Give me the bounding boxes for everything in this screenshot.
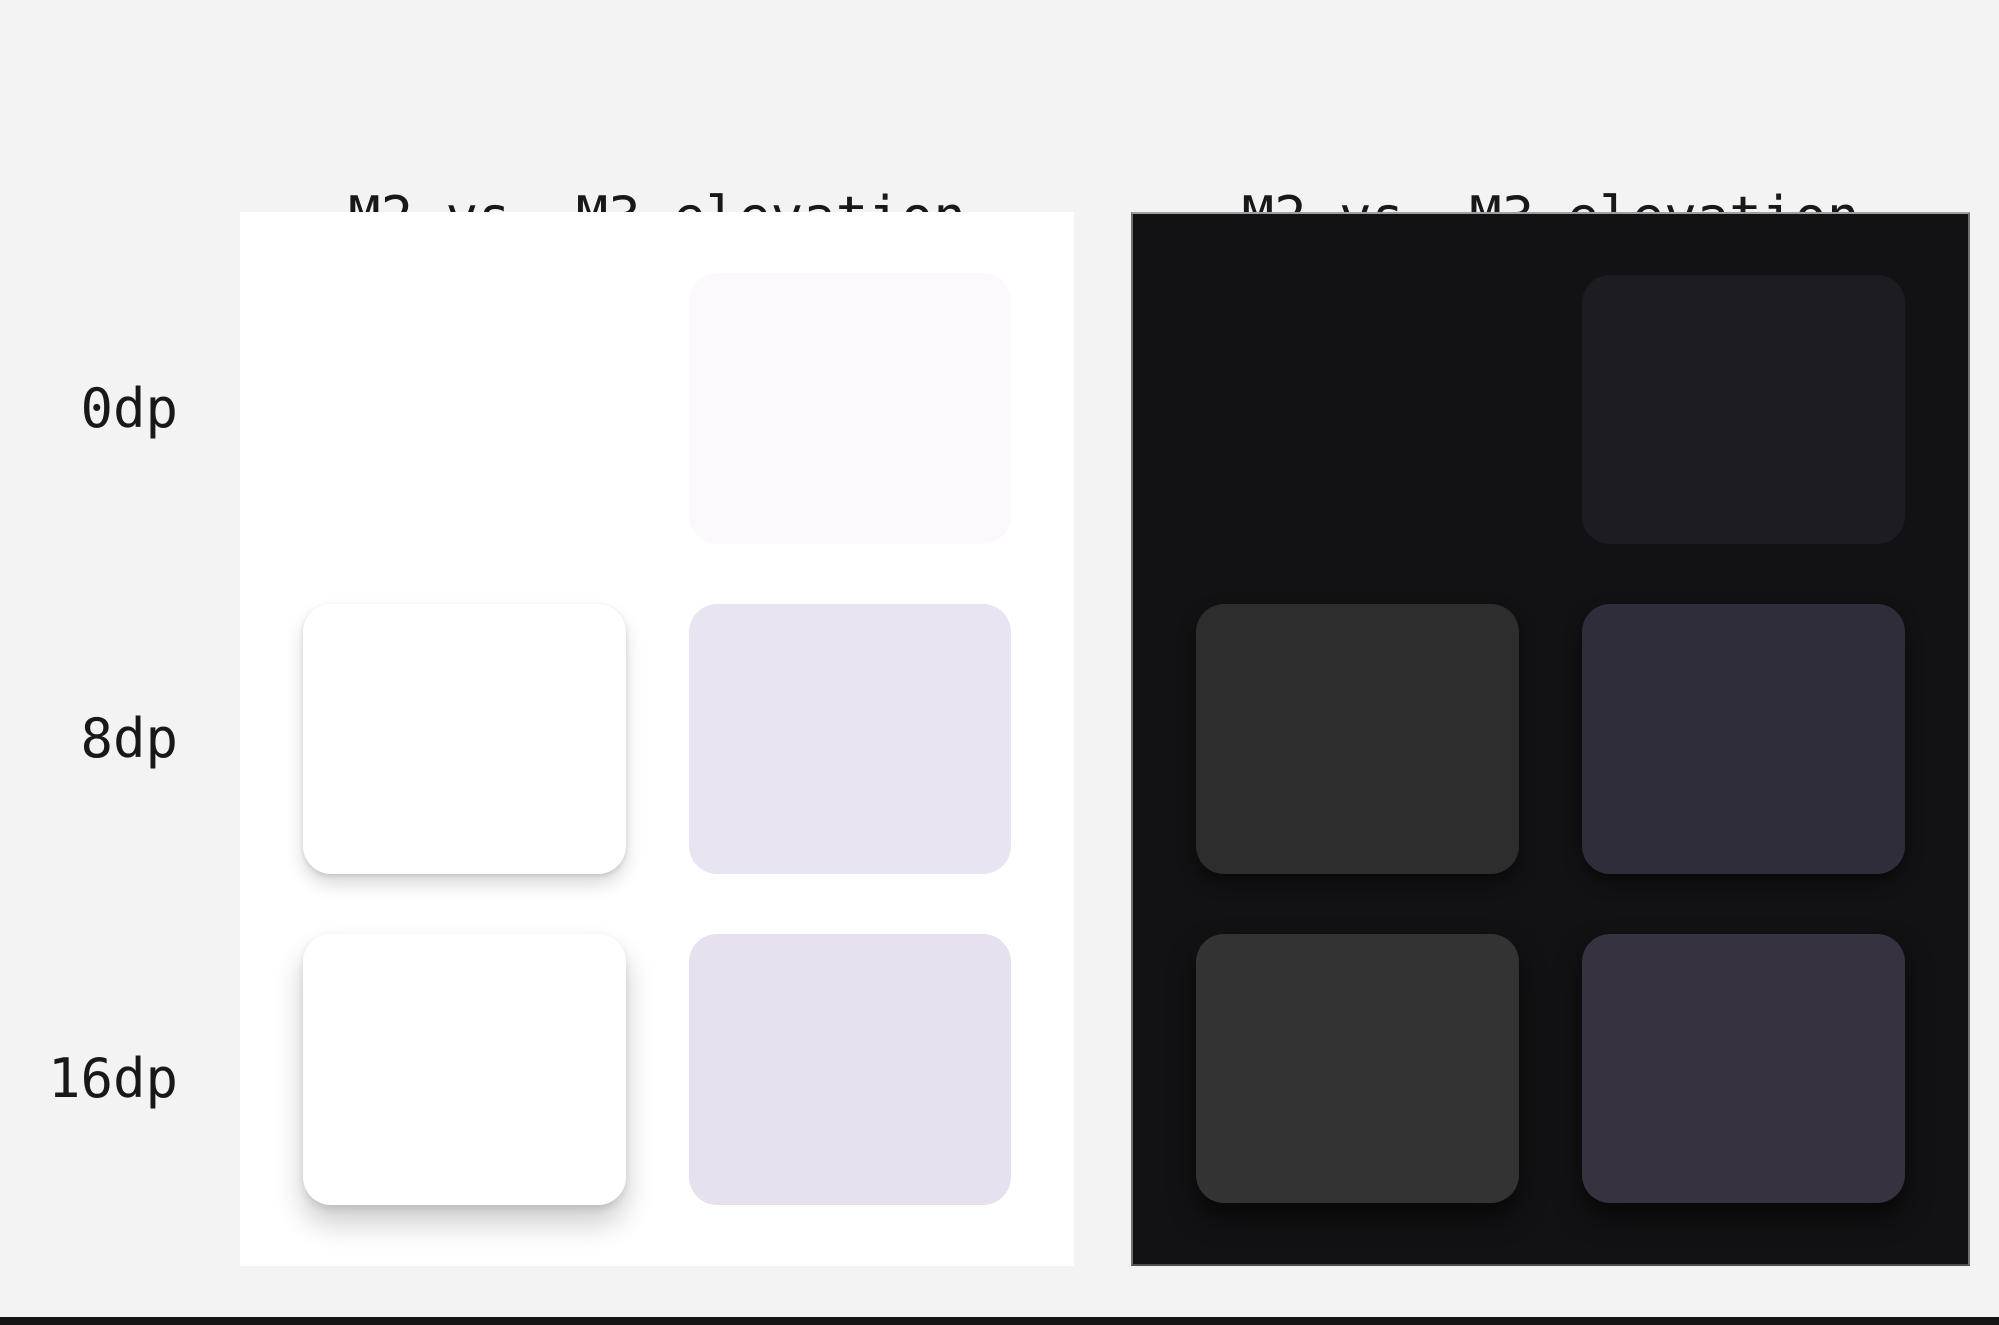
card-dark-8dp-m3 xyxy=(1582,604,1905,874)
light-theme-card-grid xyxy=(240,212,1074,1266)
card-light-8dp-m3 xyxy=(688,603,1011,875)
card-light-8dp-m2 xyxy=(303,603,626,875)
card-light-16dp-m2 xyxy=(303,934,626,1205)
bottom-edge-bar xyxy=(0,1317,1999,1325)
light-theme-panel xyxy=(240,212,1074,1266)
row-label-16dp: 16dp xyxy=(47,1046,178,1110)
card-light-0dp-m2 xyxy=(303,273,626,544)
card-light-0dp-m3 xyxy=(688,273,1011,544)
card-dark-16dp-m3 xyxy=(1582,933,1905,1203)
row-label-8dp: 8dp xyxy=(80,706,178,770)
card-dark-8dp-m2 xyxy=(1196,604,1519,874)
card-dark-0dp-m2 xyxy=(1196,275,1519,545)
card-dark-16dp-m2 xyxy=(1196,933,1519,1203)
card-light-16dp-m3 xyxy=(688,934,1011,1205)
row-label-0dp: 0dp xyxy=(80,376,178,440)
dark-theme-panel xyxy=(1131,212,1970,1266)
dark-theme-card-grid xyxy=(1133,214,1968,1264)
card-dark-0dp-m3 xyxy=(1582,275,1905,545)
